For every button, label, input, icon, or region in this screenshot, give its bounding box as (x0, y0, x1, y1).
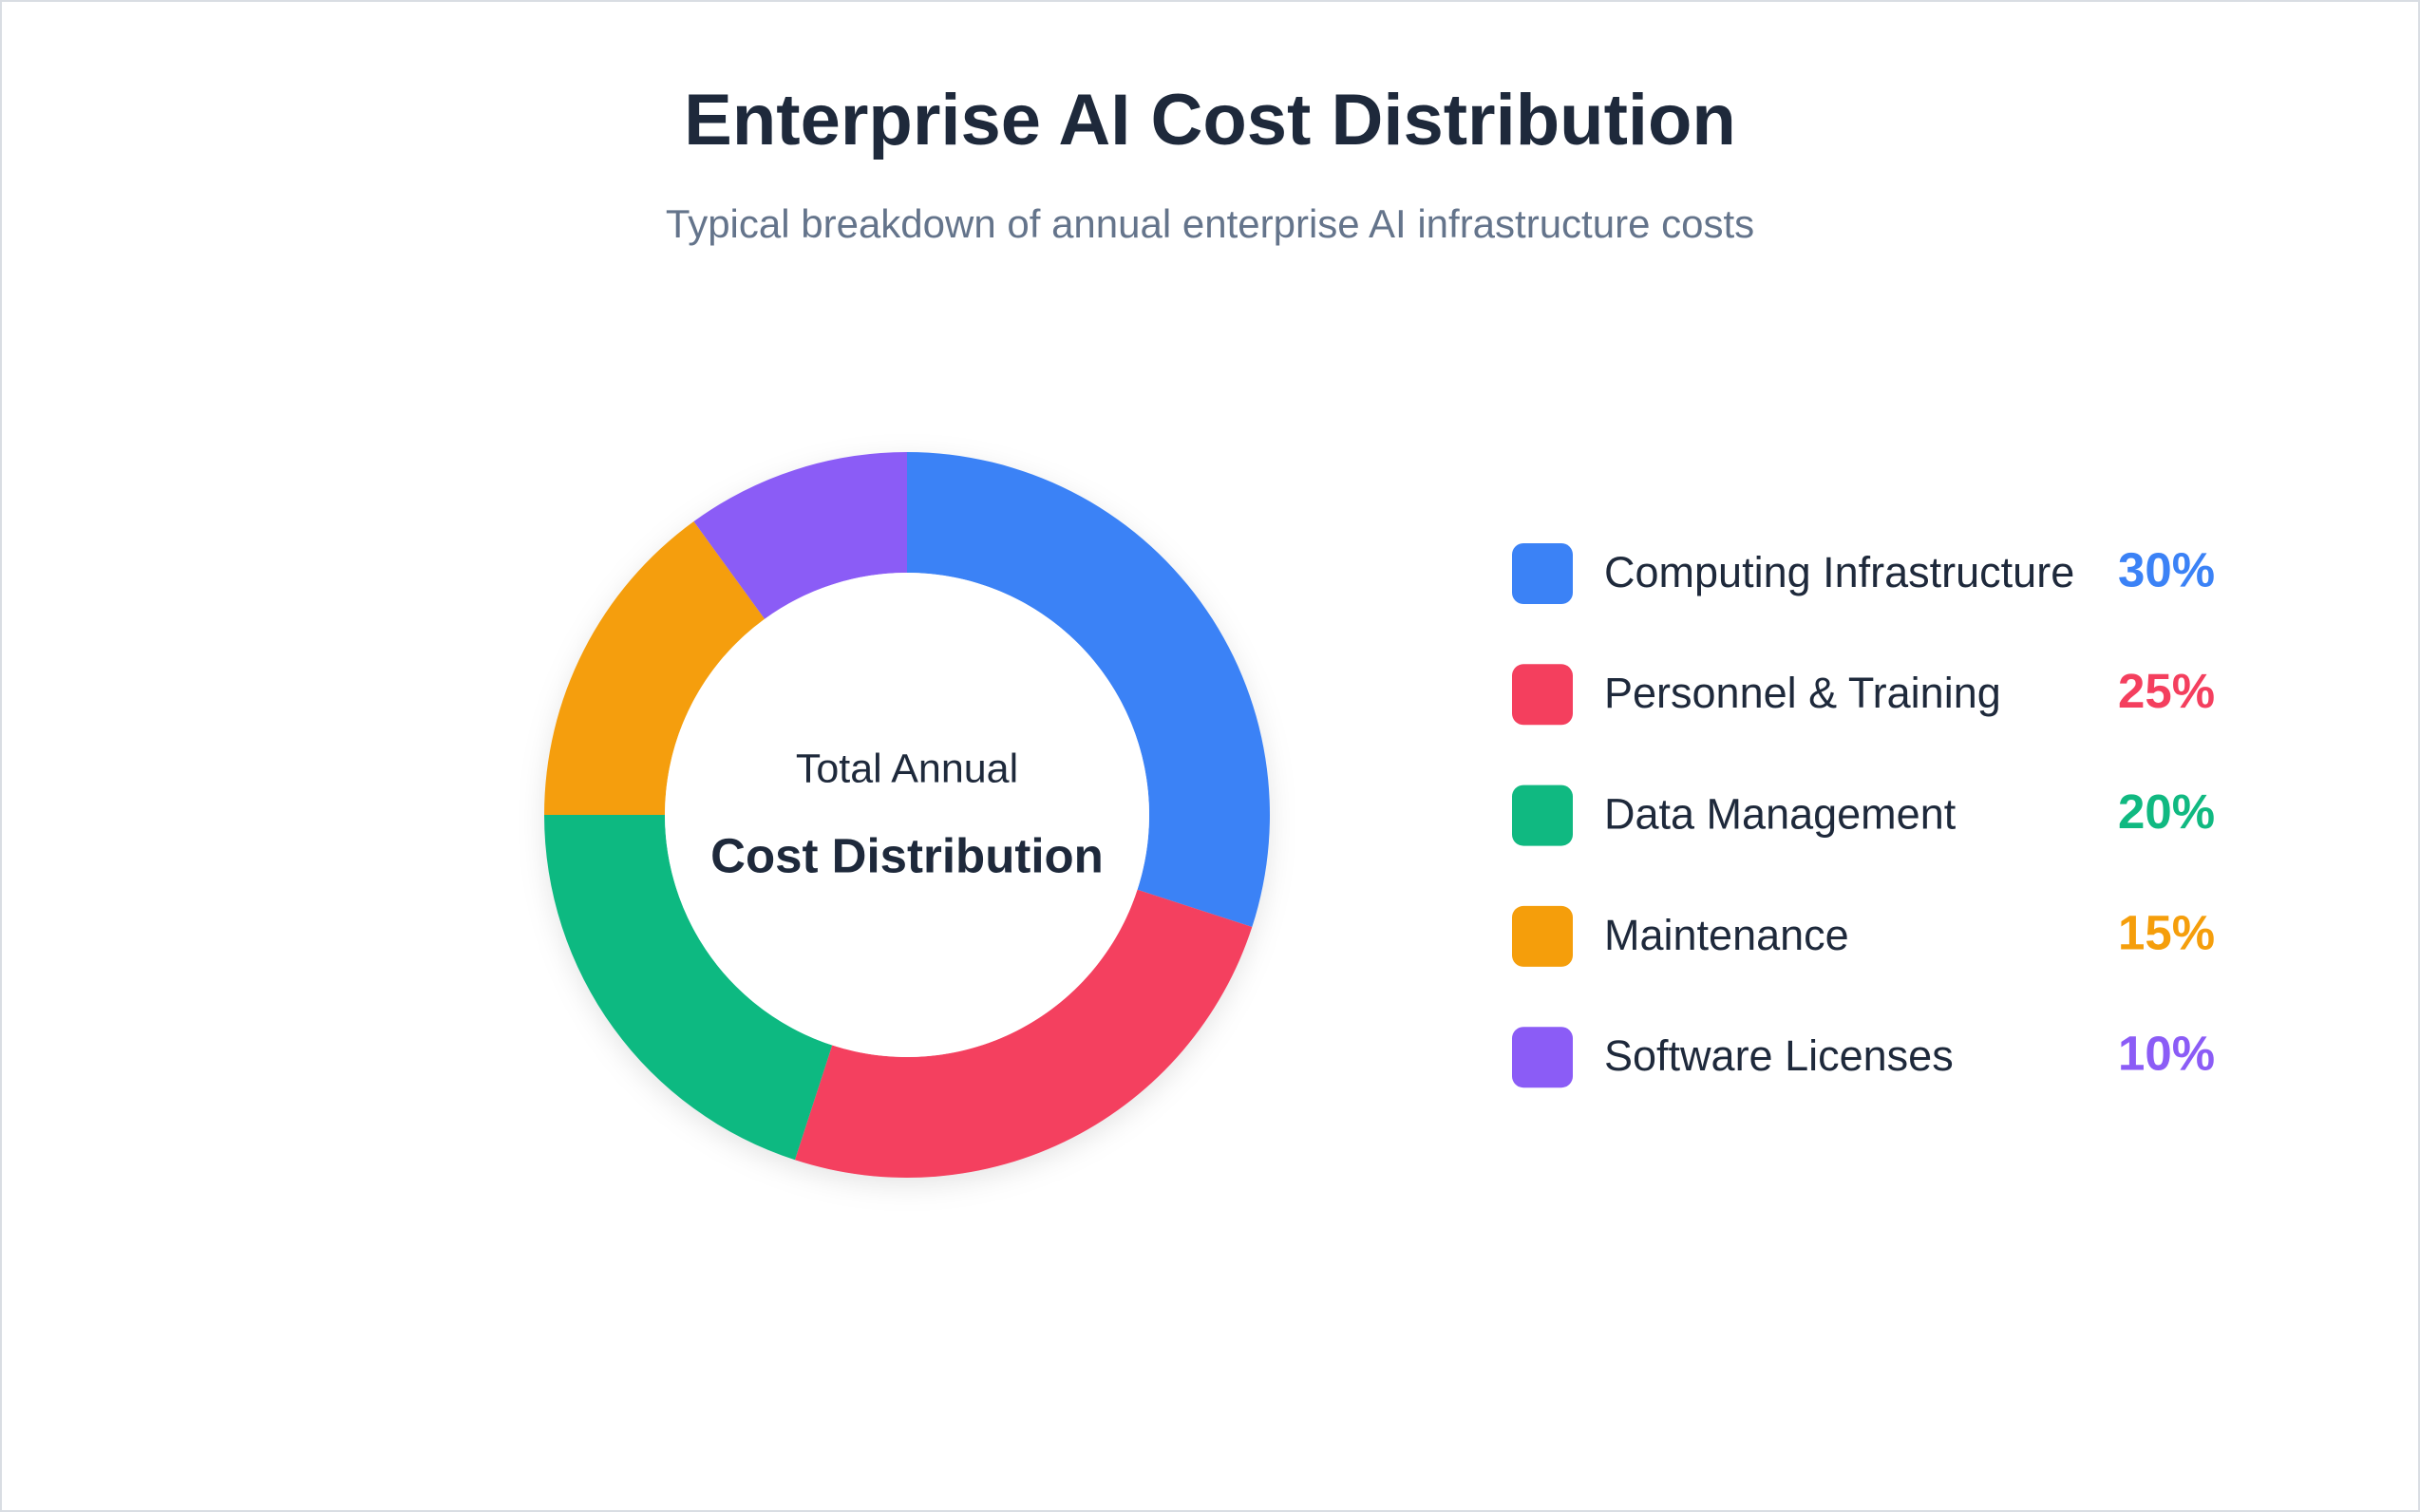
donut-segment (693, 452, 907, 619)
donut-segment (907, 452, 1270, 928)
donut (544, 452, 1270, 1178)
legend-label: Computing Infrastructure (1604, 548, 2074, 596)
legend-swatch (1512, 1027, 1573, 1088)
legend-label: Software Licenses (1604, 1031, 1954, 1080)
chart-title: Enterprise AI Cost Distribution (684, 80, 1736, 161)
legend-swatch (1512, 784, 1573, 846)
donut-segment (794, 889, 1253, 1178)
legend-value: 30% (2118, 542, 2215, 596)
legend-value: 10% (2118, 1027, 2215, 1081)
legend-label: Data Management (1604, 789, 1957, 838)
center-label: Total Annual (796, 746, 1018, 791)
legend-value: 25% (2118, 664, 2215, 718)
donut-hole (665, 573, 1149, 1057)
legend-swatch (1512, 905, 1573, 967)
legend-swatch (1512, 543, 1573, 604)
donut-segment (544, 815, 833, 1161)
chart-subtitle: Typical breakdown of annual enterprise A… (666, 201, 1754, 246)
legend-swatch (1512, 664, 1573, 726)
legend-value: 15% (2118, 905, 2215, 959)
donut-segment (544, 520, 766, 815)
legend-label: Maintenance (1604, 911, 1849, 959)
center-label: Cost Distribution (710, 828, 1104, 882)
legend-value: 20% (2118, 784, 2215, 839)
legend-label: Personnel & Training (1604, 669, 2001, 717)
